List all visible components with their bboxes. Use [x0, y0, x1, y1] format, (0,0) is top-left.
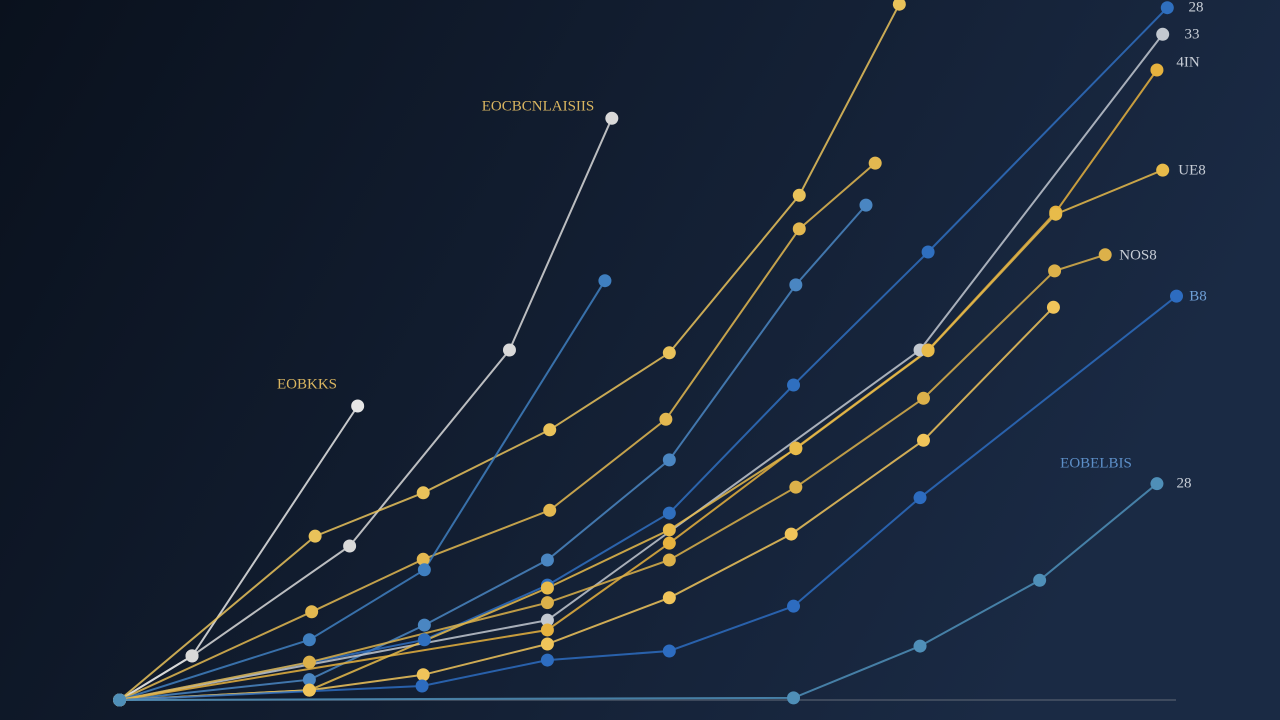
annotation: EOCBCNLAISIIS: [482, 98, 595, 114]
data-point: [416, 486, 430, 500]
data-point: [784, 527, 798, 541]
data-point: [302, 683, 316, 697]
data-point: [789, 442, 803, 456]
data-point: [305, 605, 319, 619]
annotation: EOBELBIS: [1060, 455, 1132, 471]
annotation: EOBKKS: [277, 376, 337, 392]
data-point: [1160, 1, 1174, 15]
data-point: [921, 245, 935, 259]
data-point: [1049, 207, 1063, 221]
data-point: [1169, 289, 1183, 303]
data-point: [787, 599, 801, 613]
data-point: [308, 529, 322, 543]
data-point: [415, 679, 429, 693]
series-line: [119, 280, 606, 701]
data-point: [792, 188, 806, 202]
data-point: [1156, 163, 1170, 177]
data-point: [1150, 63, 1164, 77]
data-point: [1150, 477, 1164, 491]
annotation: NOS8: [1119, 247, 1157, 263]
data-point: [662, 644, 676, 658]
data-point: [502, 343, 516, 357]
data-point: [1156, 27, 1170, 41]
data-point: [659, 412, 673, 426]
series-line: [119, 169, 1164, 701]
data-point: [540, 553, 554, 567]
annotation: B8: [1189, 288, 1207, 304]
data-point: [351, 399, 365, 413]
data-point: [787, 691, 801, 705]
data-point: [1033, 573, 1047, 587]
data-point: [598, 274, 612, 288]
data-point: [543, 503, 557, 517]
data-point: [662, 506, 676, 520]
data-point: [540, 613, 554, 627]
series-line: [119, 306, 1055, 701]
data-point: [540, 596, 554, 610]
annotation: 33: [1185, 26, 1200, 42]
data-point: [417, 633, 431, 647]
data-point: [662, 553, 676, 567]
data-point: [605, 111, 619, 125]
data-point: [113, 693, 127, 707]
data-point: [540, 637, 554, 651]
data-point: [185, 649, 199, 663]
data-point: [916, 391, 930, 405]
data-point: [302, 655, 316, 669]
data-point: [343, 539, 357, 553]
data-point: [302, 673, 316, 687]
data-point: [916, 433, 930, 447]
data-point: [789, 480, 803, 494]
data-point: [787, 378, 801, 392]
annotation: 28: [1189, 0, 1204, 15]
data-point: [1048, 264, 1062, 278]
data-point: [892, 0, 906, 11]
data-point: [662, 591, 676, 605]
data-point: [662, 536, 676, 550]
data-point: [792, 222, 806, 236]
data-point: [662, 346, 676, 360]
data-point: [540, 623, 554, 637]
data-point: [416, 552, 430, 566]
data-point: [789, 278, 803, 292]
data-point: [913, 491, 927, 505]
series-line: [119, 253, 1106, 701]
series-line: [119, 33, 1164, 701]
data-point: [662, 453, 676, 467]
data-point: [417, 563, 431, 577]
data-point: [662, 523, 676, 537]
data-point: [302, 633, 316, 647]
data-point: [540, 581, 554, 595]
annotation: UE8: [1178, 162, 1206, 178]
data-point: [1098, 248, 1112, 262]
data-point: [417, 618, 431, 632]
data-point: [416, 668, 430, 682]
data-point: [913, 639, 927, 653]
data-point: [540, 653, 554, 667]
data-point: [859, 198, 873, 212]
data-point: [868, 156, 882, 170]
data-point: [543, 423, 557, 437]
annotation: 4IN: [1176, 54, 1199, 70]
data-point: [921, 344, 935, 358]
annotation: 28: [1177, 475, 1192, 491]
data-point: [1046, 300, 1060, 314]
